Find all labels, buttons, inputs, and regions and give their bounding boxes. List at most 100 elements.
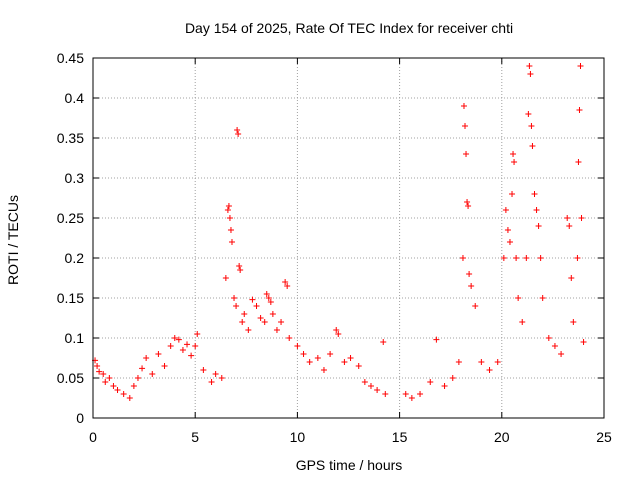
data-point	[226, 215, 233, 221]
data-point	[227, 227, 234, 233]
data-point	[267, 299, 274, 305]
data-point	[188, 352, 195, 359]
data-point	[245, 327, 252, 333]
x-tick-label: 10	[290, 429, 306, 445]
data-point	[179, 347, 186, 353]
data-point	[478, 359, 485, 365]
data-point	[273, 327, 280, 333]
data-point	[509, 191, 516, 197]
data-point	[139, 365, 146, 372]
data-point	[257, 315, 264, 321]
data-point	[192, 343, 199, 349]
data-point	[511, 159, 518, 165]
data-point	[320, 367, 327, 373]
data-point	[463, 151, 470, 157]
data-point	[408, 395, 415, 401]
data-point	[539, 295, 546, 301]
data-point	[551, 343, 558, 349]
data-point	[504, 227, 511, 233]
data-point	[537, 255, 544, 261]
data-point	[263, 291, 270, 297]
data-point	[355, 363, 362, 369]
data-point	[306, 359, 313, 365]
y-tick-label: 0	[76, 410, 84, 426]
data-point	[231, 295, 238, 301]
data-point	[225, 203, 232, 209]
data-point	[149, 371, 156, 377]
data-point	[175, 336, 182, 343]
x-tick-label: 15	[392, 429, 408, 445]
data-point	[241, 311, 248, 317]
data-point	[233, 303, 240, 309]
data-point	[294, 343, 301, 349]
data-point	[506, 239, 513, 245]
data-point	[106, 375, 113, 381]
data-point	[110, 383, 117, 389]
data-point	[300, 351, 307, 357]
data-point	[100, 371, 107, 377]
data-point	[200, 367, 207, 373]
data-point	[433, 336, 440, 343]
data-point	[222, 275, 229, 281]
y-tick-label: 0.2	[65, 250, 85, 266]
data-point	[417, 391, 424, 397]
data-point	[161, 363, 168, 369]
data-point	[155, 351, 162, 357]
data-point	[253, 303, 260, 309]
data-point	[194, 331, 201, 337]
data-point	[449, 375, 456, 381]
data-point	[566, 223, 573, 229]
data-point	[486, 367, 493, 373]
data-point	[525, 111, 532, 117]
chart-title: Day 154 of 2025, Rate Of TEC Index for r…	[185, 20, 513, 36]
data-point	[531, 191, 538, 197]
data-point	[184, 341, 191, 348]
x-tick-label: 25	[596, 429, 612, 445]
data-point	[235, 131, 242, 137]
data-point	[570, 319, 577, 325]
data-point	[143, 355, 150, 361]
x-axis-label: GPS time / hours	[296, 457, 403, 473]
x-tick-label: 20	[494, 429, 510, 445]
data-point	[459, 255, 466, 261]
data-point	[574, 255, 581, 261]
data-point	[249, 296, 256, 303]
data-point	[335, 331, 342, 337]
data-point	[361, 379, 368, 385]
data-point	[282, 279, 289, 285]
data-point	[236, 263, 243, 269]
data-point	[472, 303, 479, 309]
data-point	[94, 363, 101, 369]
data-point	[455, 359, 462, 365]
data-point	[468, 283, 475, 289]
plot-frame	[92, 57, 605, 419]
data-point	[460, 103, 467, 109]
data-point	[402, 391, 409, 397]
data-point	[239, 319, 246, 325]
data-point	[265, 295, 272, 301]
y-tick-label: 0.25	[57, 210, 84, 226]
y-tick-label: 0.1	[65, 330, 85, 346]
data-point	[167, 343, 174, 349]
axis-ticks: 0 5 10 15 20 25 0 0.05 0.1 0.15 0.2 0.25 0.3 0.35 0.4 0…	[57, 50, 612, 445]
data-point	[382, 391, 389, 397]
data-point	[114, 387, 121, 393]
data-point	[218, 375, 225, 381]
data-point	[466, 271, 473, 277]
data-point	[564, 215, 571, 221]
data-point	[380, 339, 387, 345]
data-point	[513, 255, 520, 261]
data-point	[367, 383, 374, 389]
data-point	[171, 335, 178, 341]
data-point	[580, 339, 587, 345]
data-point	[212, 371, 219, 377]
data-point	[494, 359, 501, 365]
y-tick-label: 0.4	[65, 90, 85, 106]
data-point	[333, 327, 340, 333]
data-point	[515, 295, 522, 301]
y-axis-label: ROTI / TECUs	[5, 195, 21, 285]
data-point	[374, 387, 381, 393]
data-point	[347, 355, 354, 361]
data-point	[120, 391, 127, 397]
data-point	[500, 255, 507, 261]
